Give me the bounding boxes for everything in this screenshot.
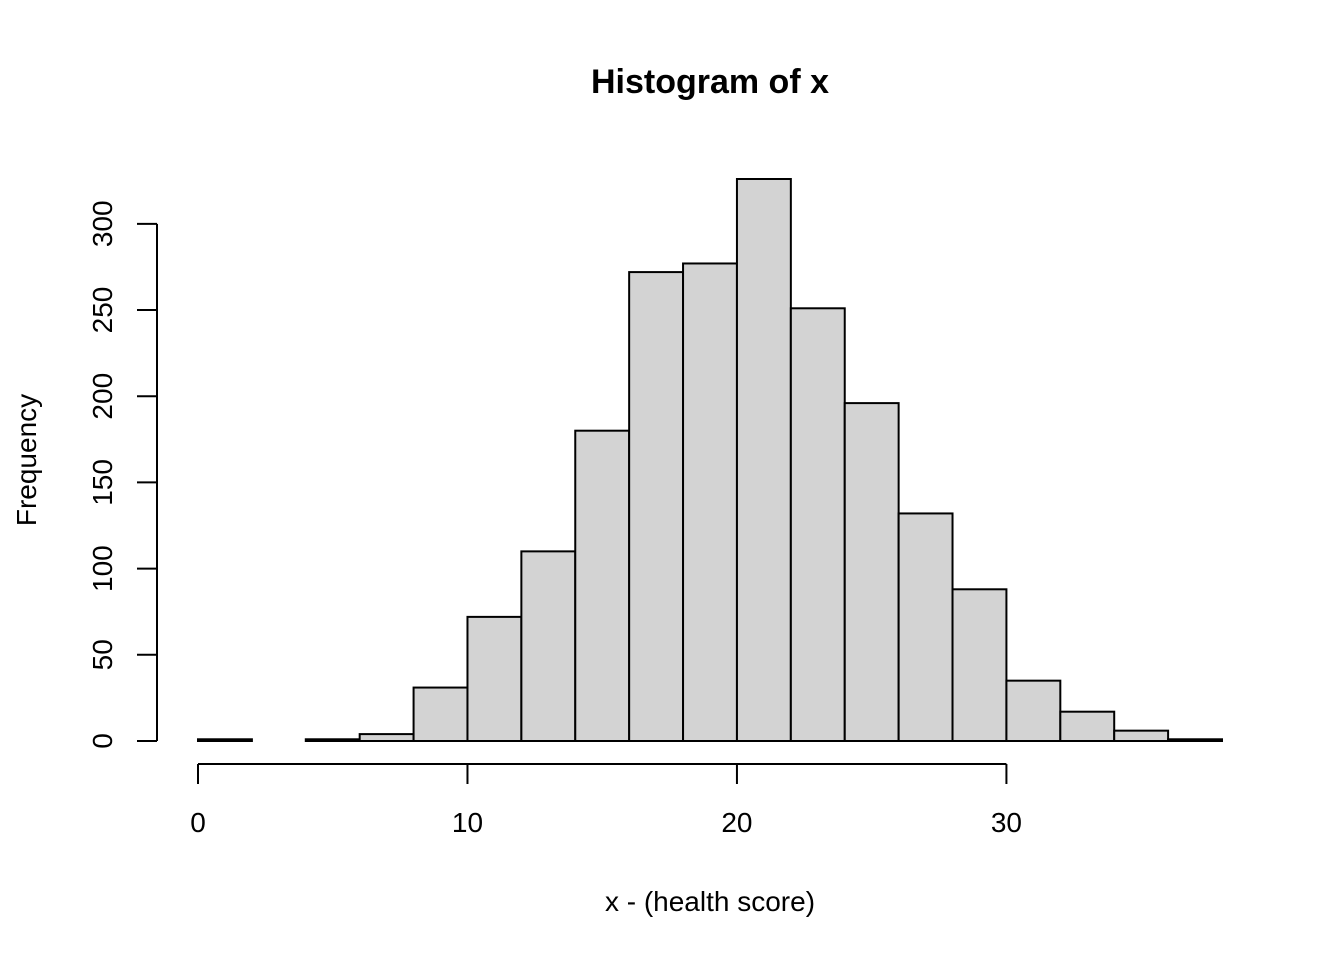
chart-title: Histogram of x: [591, 63, 829, 101]
histogram-bar: [304, 738, 361, 742]
y-axis-label: Frequency: [11, 394, 42, 526]
bars-group: [197, 178, 1223, 743]
histogram-bar: [358, 733, 415, 743]
histogram-bar: [735, 178, 792, 742]
y-tick-label: 150: [87, 459, 118, 506]
histogram-bar: [628, 271, 685, 742]
y-axis: 0 50 100 150 200 250 300: [87, 200, 158, 749]
histogram-bar: [1113, 729, 1170, 742]
x-tick-label: 0: [190, 807, 206, 838]
histogram-bar: [197, 738, 253, 742]
histogram-bar: [1059, 710, 1116, 742]
x-tick-label: 10: [452, 807, 483, 838]
y-tick-label: 300: [87, 200, 118, 247]
x-axis-label: x - (health score): [605, 886, 815, 917]
histogram-bar: [1005, 679, 1062, 743]
histogram-bar: [951, 588, 1008, 743]
y-tick-label: 100: [87, 545, 118, 592]
histogram-bar: [843, 402, 900, 742]
histogram-bar: [897, 512, 954, 742]
histogram-bar: [1167, 738, 1223, 742]
histogram-bar: [412, 686, 469, 743]
x-axis: 0 10 20 30: [190, 763, 1022, 838]
y-tick-label: 200: [87, 373, 118, 420]
histogram-bar: [520, 550, 577, 742]
y-tick-label: 50: [87, 639, 118, 670]
x-tick-label: 30: [991, 807, 1022, 838]
y-tick-label: 250: [87, 287, 118, 334]
histogram-bar: [789, 307, 846, 742]
x-tick-label: 20: [721, 807, 752, 838]
y-tick-label: 0: [87, 733, 118, 749]
histogram-bar: [574, 429, 631, 742]
histogram-bar: [682, 262, 738, 742]
histogram-bar: [466, 615, 523, 743]
